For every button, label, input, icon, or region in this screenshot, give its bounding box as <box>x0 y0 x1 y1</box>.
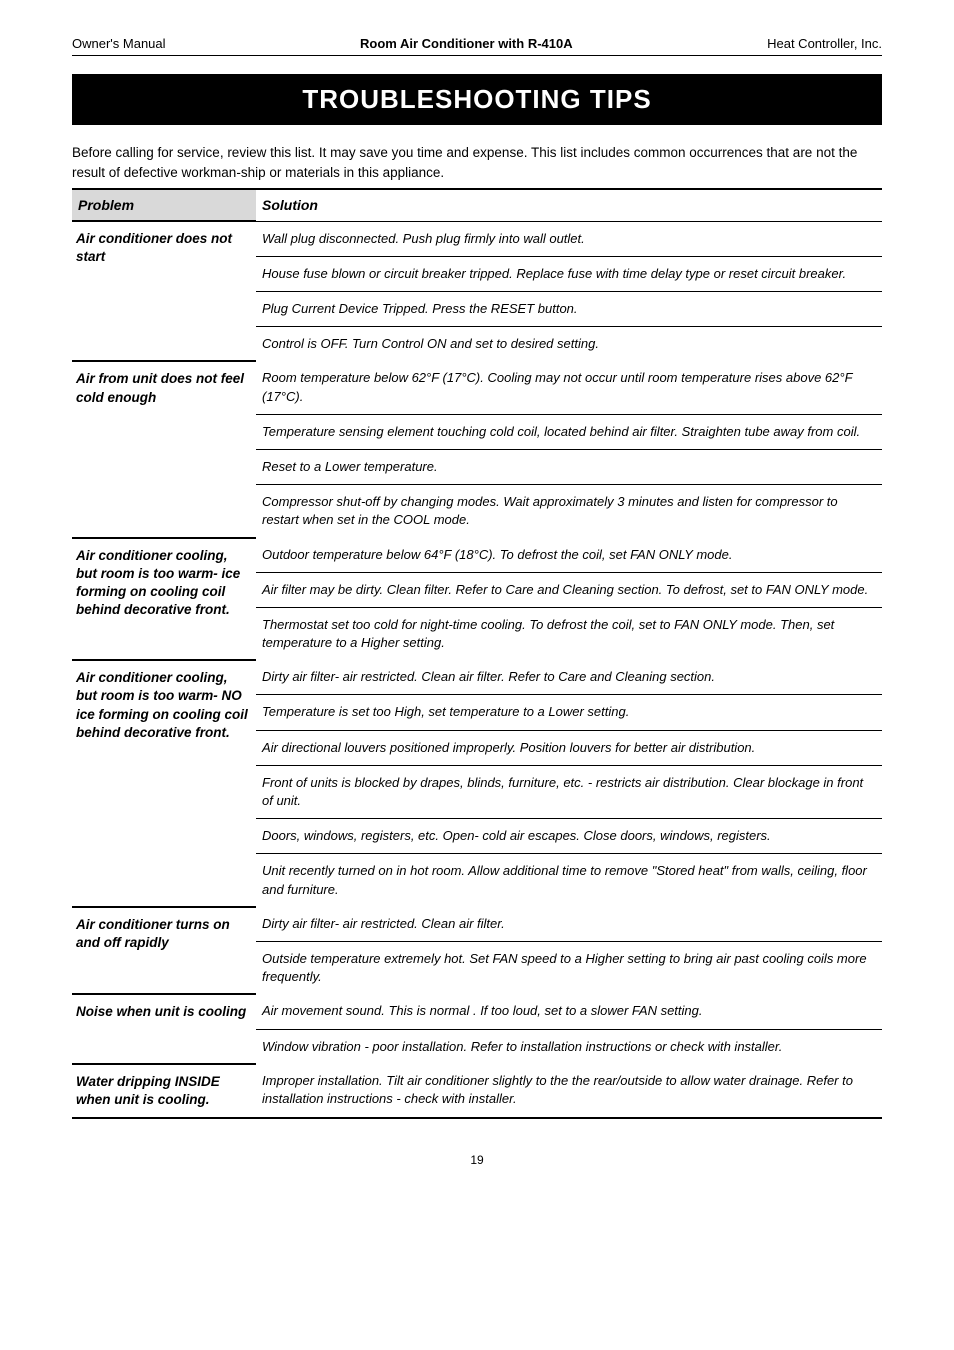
problem-label: Air conditioner does not start <box>72 221 256 361</box>
solution-cell: Unit recently turned on in hot room. All… <box>256 854 882 907</box>
solution-cell: Air filter may be dirty. Clean filter. R… <box>256 572 882 607</box>
solution-cell: Room temperature below 62°F (17°C). Cool… <box>256 361 882 414</box>
solution-cell: Control is OFF. Turn Control ON and set … <box>256 327 882 362</box>
problem-label: Air conditioner cooling, but room is too… <box>72 538 256 661</box>
problem-label: Air conditioner cooling, but room is too… <box>72 660 256 907</box>
problem-label: Air conditioner turns on and off rapidly <box>72 907 256 995</box>
problem-label: Water dripping INSIDE when unit is cooli… <box>72 1064 256 1118</box>
solution-cell: Outdoor temperature below 64°F (18°C). T… <box>256 538 882 573</box>
solution-cell: Temperature sensing element touching col… <box>256 414 882 449</box>
solution-cell: Reset to a Lower temperature. <box>256 449 882 484</box>
header-divider <box>72 55 882 56</box>
page-container: Owner's Manual Room Air Conditioner with… <box>0 0 954 1227</box>
problem-label: Noise when unit is cooling <box>72 994 256 1063</box>
troubleshooting-table: ProblemSolutionAir conditioner does not … <box>72 188 882 1119</box>
solution-cell: Plug Current Device Tripped. Press the R… <box>256 292 882 327</box>
solution-cell: Dirty air filter- air restricted. Clean … <box>256 907 882 942</box>
page-number: 19 <box>72 1153 882 1167</box>
solution-cell: Thermostat set too cold for night-time c… <box>256 607 882 660</box>
header-left: Owner's Manual <box>72 36 166 51</box>
solution-cell: House fuse blown or circuit breaker trip… <box>256 256 882 291</box>
page-header: Owner's Manual Room Air Conditioner with… <box>72 36 882 51</box>
solution-cell: Compressor shut-off by changing modes. W… <box>256 485 882 538</box>
solution-cell: Doors, windows, registers, etc. Open- co… <box>256 819 882 854</box>
intro-paragraph: Before calling for service, review this … <box>72 143 882 182</box>
solution-cell: Temperature is set too High, set tempera… <box>256 695 882 730</box>
header-right: Heat Controller, Inc. <box>767 36 882 51</box>
solution-cell: Air movement sound. This is normal . If … <box>256 994 882 1029</box>
solution-cell: Front of units is blocked by drapes, bli… <box>256 765 882 818</box>
solution-cell: Window vibration - poor installation. Re… <box>256 1029 882 1064</box>
header-center: Room Air Conditioner with R-410A <box>360 36 573 51</box>
solution-cell: Improper installation. Tilt air conditio… <box>256 1064 882 1118</box>
section-banner: TROUBLESHOOTING TIPS <box>72 74 882 125</box>
solution-cell: Outside temperature extremely hot. Set F… <box>256 941 882 994</box>
solution-cell: Air directional louvers positioned impro… <box>256 730 882 765</box>
table-head-solution: Solution <box>256 189 882 221</box>
table-head-problem: Problem <box>72 189 256 221</box>
solution-cell: Dirty air filter- air restricted. Clean … <box>256 660 882 695</box>
problem-label: Air from unit does not feel cold enough <box>72 361 256 537</box>
solution-cell: Wall plug disconnected. Push plug firmly… <box>256 221 882 256</box>
